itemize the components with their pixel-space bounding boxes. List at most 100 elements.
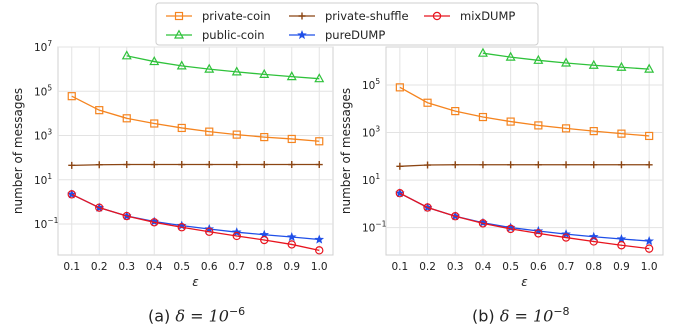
- legend-marker-private-shuffle: [298, 12, 306, 20]
- data-point-private-shuffle: [479, 161, 487, 169]
- data-point-private-coin: [561, 124, 571, 133]
- data-point-mixdump: [423, 203, 432, 212]
- data-point-private-coin: [67, 92, 76, 101]
- data-point-private-shuffle: [178, 161, 186, 169]
- data-point-private-coin: [95, 106, 104, 115]
- legend-box: [155, 2, 539, 46]
- data-point-private-coin: [395, 83, 404, 92]
- series-private-shuffle: [396, 161, 653, 170]
- y-tick-label: 103: [34, 128, 52, 143]
- data-point-private-shuffle: [590, 161, 598, 169]
- series-line-private-shuffle: [399, 164, 650, 167]
- data-point-mixdump: [589, 237, 598, 246]
- y-tick-label: 105: [34, 83, 52, 98]
- series-private-coin: [67, 92, 324, 146]
- series-line-private-shuffle: [71, 163, 320, 166]
- y-tick-label: 10−1: [34, 216, 59, 231]
- legend-label: public-coin: [202, 28, 265, 42]
- data-point-private-coin: [205, 127, 214, 136]
- x-tick-label: 0.2: [419, 261, 436, 273]
- data-point-private-shuffle: [315, 161, 323, 169]
- legend-entry-public-coin: public-coin: [166, 28, 265, 42]
- legend-label: private-coin: [202, 9, 271, 23]
- data-point-mixdump: [534, 229, 543, 238]
- data-point-public-coin: [121, 50, 132, 60]
- data-point-mixdump: [617, 241, 626, 250]
- data-point-private-shuffle: [451, 161, 459, 169]
- x-tick-label: 0.8: [256, 261, 273, 273]
- legend-marker-public-coin: [173, 29, 185, 39]
- x-tick-label: 0.6: [201, 261, 218, 273]
- legend-entry-mixdump: mixDUMP: [424, 9, 515, 23]
- caption-b-exponent: −8: [553, 305, 570, 318]
- y-tick-label: 107: [34, 39, 52, 54]
- data-point-mixdump: [67, 190, 76, 199]
- x-tick-label: 0.4: [146, 261, 163, 273]
- y-tick-label: 103: [362, 125, 380, 140]
- x-tick-label: 1.0: [311, 261, 328, 273]
- data-point-mixdump: [122, 211, 131, 221]
- caption-b-math: δ = 10: [499, 306, 554, 326]
- data-point-private-shuffle: [95, 161, 103, 169]
- data-point-private-coin: [617, 129, 626, 138]
- x-tick-label: 0.7: [558, 261, 575, 273]
- x-tick-label: 0.5: [502, 261, 519, 273]
- data-point-public-coin: [616, 61, 627, 71]
- data-point-private-coin: [534, 121, 543, 130]
- data-point-private-shuffle: [205, 161, 213, 169]
- data-point-private-shuffle: [396, 162, 404, 170]
- y-axis-label: number of messages: [11, 88, 25, 214]
- data-point-public-coin: [644, 63, 655, 73]
- data-point-private-coin: [260, 132, 269, 142]
- data-point-private-shuffle: [260, 161, 268, 169]
- data-point-public-coin: [149, 56, 160, 66]
- caption-a-math: δ = 10: [175, 306, 229, 326]
- legend-entry-private-coin: private-coin: [166, 9, 271, 23]
- data-point-mixdump: [287, 240, 296, 249]
- series-line-private-coin: [399, 86, 650, 137]
- data-point-mixdump: [260, 235, 269, 245]
- series-public-coin: [121, 50, 325, 83]
- x-tick-label: 0.1: [63, 261, 80, 273]
- y-tick-label: 10−1: [362, 220, 387, 235]
- series-line-private-coin: [71, 95, 320, 142]
- legend-label: private-shuffle: [325, 9, 409, 23]
- y-tick-label: 105: [362, 77, 380, 92]
- caption-a: (a) δ = 10−6: [148, 305, 245, 325]
- data-point-mixdump: [644, 244, 654, 253]
- data-point-puredump: [314, 234, 325, 244]
- caption-b-prefix: (b): [472, 306, 500, 326]
- data-point-puredump: [616, 233, 627, 244]
- x-tick-label: 0.5: [173, 261, 190, 273]
- data-point-private-coin: [232, 130, 241, 139]
- data-point-mixdump: [205, 227, 214, 236]
- data-point-private-coin: [315, 137, 324, 146]
- data-point-mixdump: [150, 218, 159, 227]
- data-point-private-shuffle: [645, 161, 653, 169]
- legend-entry-private-shuffle: private-shuffle: [289, 9, 409, 23]
- series-line-mixdump: [399, 192, 650, 250]
- x-tick-label: 0.9: [283, 261, 300, 273]
- x-tick-label: 0.3: [447, 261, 464, 273]
- data-point-private-shuffle: [424, 161, 432, 169]
- data-point-mixdump: [177, 223, 186, 232]
- x-tick-label: 0.2: [91, 261, 108, 273]
- data-point-private-coin: [589, 127, 598, 136]
- data-point-private-coin: [506, 117, 515, 126]
- series-mixdump: [395, 188, 654, 253]
- data-point-public-coin: [533, 54, 544, 64]
- series-line-public-coin: [126, 55, 320, 80]
- x-tick-label: 0.7: [228, 261, 245, 273]
- data-point-private-coin: [478, 112, 488, 122]
- series-private-coin: [395, 83, 654, 141]
- data-point-private-coin: [122, 114, 131, 123]
- data-point-public-coin: [588, 59, 599, 69]
- data-point-private-shuffle: [288, 161, 296, 169]
- plot-area: [57, 46, 334, 256]
- legend-entry-puredump: pureDUMP: [289, 28, 385, 42]
- series-public-coin: [477, 47, 655, 73]
- data-point-mixdump: [95, 203, 104, 212]
- legend-marker-puredump: [297, 29, 307, 40]
- caption-b: (b) δ = 10−8: [472, 305, 570, 325]
- x-tick-label: 0.4: [475, 261, 492, 273]
